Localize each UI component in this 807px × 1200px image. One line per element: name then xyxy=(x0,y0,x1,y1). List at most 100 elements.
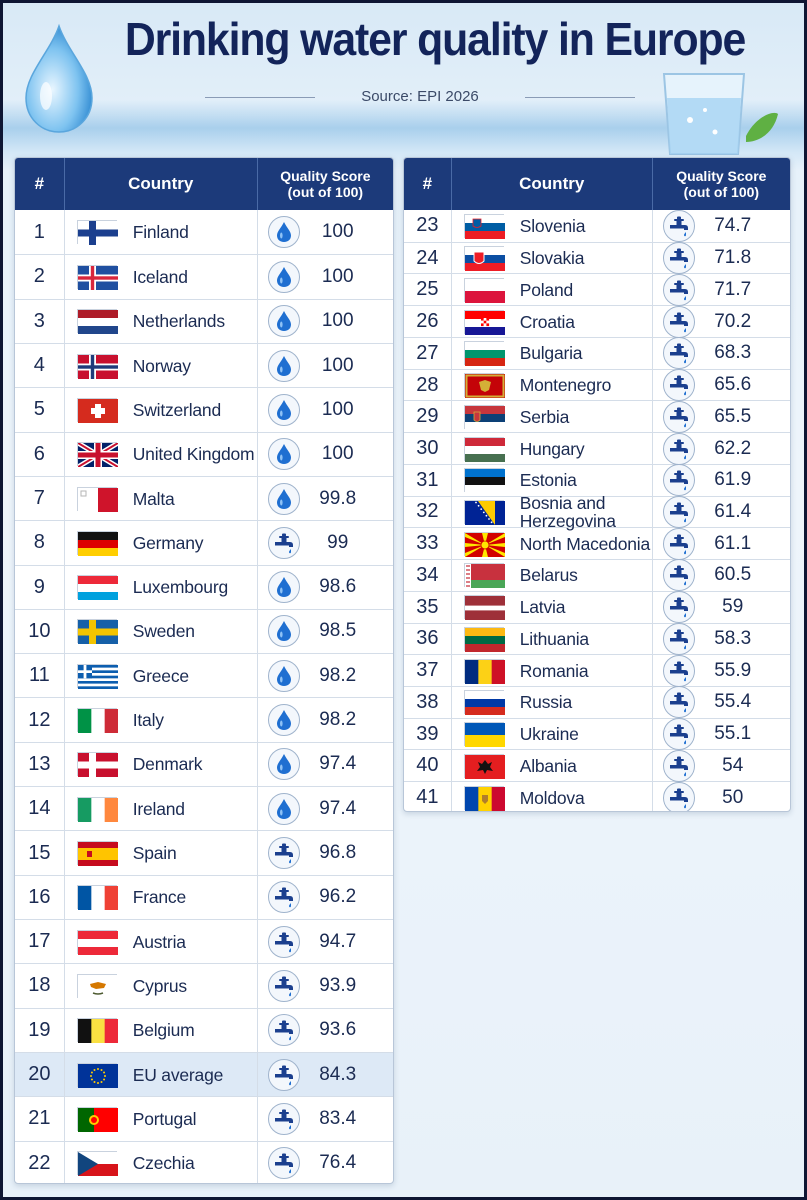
country-name: Denmark xyxy=(132,754,203,775)
rank-value: 26 xyxy=(416,310,439,333)
score-cell: 100 xyxy=(258,255,393,298)
table-row: 2 Iceland 100 xyxy=(15,254,393,299)
rank-cell: 16 xyxy=(15,875,65,919)
score-cell: 97.4 xyxy=(258,743,393,786)
flag-ru-icon xyxy=(463,690,505,716)
ranking-table-left: # Country Quality Score (out of 100) 1 Fi… xyxy=(14,157,394,1184)
rank-value: 39 xyxy=(416,722,439,745)
rank-cell: 1 xyxy=(15,210,65,255)
country-cell: Belgium xyxy=(65,1008,258,1052)
score-cell: 100 xyxy=(258,344,393,387)
tap-icon xyxy=(662,527,695,560)
table-row: 21 Portugal 83.4 xyxy=(15,1096,393,1141)
table-row: 26 Croatia 70.2 xyxy=(404,305,790,338)
score-cell: 70.2 xyxy=(653,305,790,338)
flag-sk-icon xyxy=(463,246,505,272)
score-cell: 68.3 xyxy=(653,337,790,370)
rank-cell: 32 xyxy=(404,496,452,528)
table-row: 40 Albania 54 xyxy=(404,749,790,782)
country-name: Belarus xyxy=(519,565,578,586)
country-name: Luxembourg xyxy=(132,577,229,598)
drop-icon xyxy=(267,571,300,604)
table-body: 23 Slovenia 74.7 24 Slovakia 71.8 25 Poland 71.7… xyxy=(404,209,790,811)
score-value: 98.2 xyxy=(319,664,357,686)
country-name: United Kingdom xyxy=(132,444,255,465)
table-row: 36 Lithuania 58.3 xyxy=(404,622,790,655)
rank-cell: 8 xyxy=(15,521,65,565)
flag-by-icon xyxy=(463,563,505,589)
country-cell: Ireland xyxy=(65,787,258,831)
flag-bg-icon xyxy=(463,341,505,367)
table-row: 12 Italy 98.2 xyxy=(15,697,393,742)
rank-value: 35 xyxy=(416,595,439,618)
score-value: 97.4 xyxy=(319,753,357,775)
table-row: 10 Sweden 98.5 xyxy=(15,608,393,654)
country-cell: Germany xyxy=(65,521,258,565)
flag-eu-icon xyxy=(76,1062,118,1088)
rank-cell: 23 xyxy=(404,210,452,242)
score-value: 83.4 xyxy=(319,1107,357,1129)
country-name: Portugal xyxy=(132,1108,197,1129)
score-cell: 65.6 xyxy=(653,369,790,402)
flag-me-icon xyxy=(463,373,505,399)
rank-value: 23 xyxy=(416,214,439,237)
tap-icon xyxy=(662,654,695,687)
header-country: Country xyxy=(65,158,258,210)
country-cell: Russia xyxy=(452,687,653,718)
flag-gr-icon xyxy=(76,663,118,689)
score-value: 65.6 xyxy=(714,374,752,396)
rank-cell: 27 xyxy=(404,337,452,369)
rank-cell: 33 xyxy=(404,528,452,560)
flag-it-icon xyxy=(76,708,119,734)
flag-de-icon xyxy=(76,530,118,557)
tap-icon xyxy=(662,464,695,497)
drop-icon xyxy=(267,482,300,515)
tap-icon xyxy=(662,209,695,242)
country-name: Finland xyxy=(132,222,189,243)
country-cell: Switzerland xyxy=(65,388,258,432)
score-cell: 76.4 xyxy=(258,1142,393,1183)
rank-value: 38 xyxy=(416,690,439,713)
rank-cell: 4 xyxy=(15,343,65,388)
score-value: 98.2 xyxy=(319,709,357,731)
score-cell: 98.6 xyxy=(258,566,393,609)
country-name: Iceland xyxy=(132,266,188,287)
flag-pl-icon xyxy=(463,277,505,304)
country-name: Sweden xyxy=(132,621,195,642)
rank-value: 13 xyxy=(28,752,51,775)
flag-mk-icon xyxy=(463,531,505,557)
rank-value: 8 xyxy=(33,531,45,554)
tap-icon xyxy=(662,749,695,782)
table-row: 15 Spain 96.8 xyxy=(15,830,393,875)
rank-value: 11 xyxy=(28,664,50,687)
country-cell: United Kingdom xyxy=(65,432,258,476)
rank-cell: 18 xyxy=(15,964,65,1008)
country-cell: Slovakia xyxy=(452,242,653,274)
drop-icon xyxy=(267,216,300,249)
score-cell: 55.9 xyxy=(653,654,790,687)
drop-icon xyxy=(267,393,300,426)
country-cell: Romania xyxy=(452,655,653,687)
score-cell: 59 xyxy=(653,591,790,624)
country-cell: Serbia xyxy=(452,401,653,433)
flag-cy-icon xyxy=(76,973,118,999)
flag-ie-icon xyxy=(76,796,119,822)
score-value: 59 xyxy=(722,596,744,618)
score-value: 100 xyxy=(321,221,354,243)
table-row: 16 France 96.2 xyxy=(15,874,393,919)
score-cell: 97.4 xyxy=(258,787,393,830)
score-cell: 61.9 xyxy=(653,464,790,497)
rank-cell: 21 xyxy=(15,1097,65,1141)
rank-cell: 25 xyxy=(404,274,452,306)
table-row: 8 Germany 99 xyxy=(15,520,393,565)
table-body: 1 Finland 100 2 Iceland 100 3 Netherlands 100 4 No… xyxy=(15,210,393,1183)
country-cell: Czechia xyxy=(65,1141,258,1183)
table-row: 11 Greece 98.2 xyxy=(15,653,393,698)
rank-cell: 20 xyxy=(15,1052,65,1097)
tap-icon xyxy=(267,1014,300,1047)
rank-cell: 35 xyxy=(404,591,452,623)
header-score: Quality Score (out of 100) xyxy=(258,158,393,210)
score-value: 61.1 xyxy=(714,532,752,554)
drop-icon xyxy=(267,260,300,293)
tap-icon xyxy=(267,881,300,914)
